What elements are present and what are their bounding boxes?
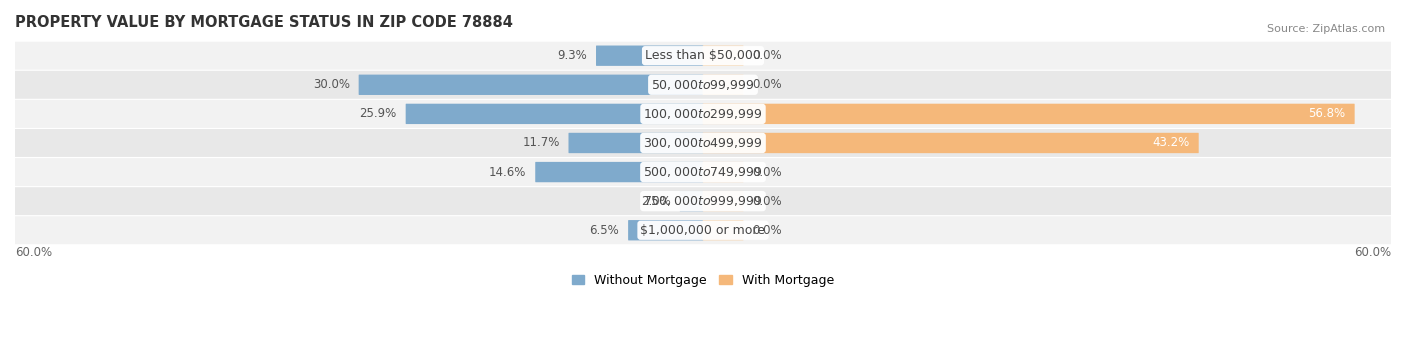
FancyBboxPatch shape: [14, 216, 1392, 244]
FancyBboxPatch shape: [14, 71, 1392, 99]
FancyBboxPatch shape: [14, 42, 1392, 70]
FancyBboxPatch shape: [703, 191, 744, 211]
Text: 9.3%: 9.3%: [557, 49, 588, 62]
Text: 25.9%: 25.9%: [360, 107, 396, 120]
Text: $100,000 to $299,999: $100,000 to $299,999: [644, 107, 762, 121]
Text: 0.0%: 0.0%: [752, 224, 782, 237]
FancyBboxPatch shape: [406, 104, 703, 124]
Text: Source: ZipAtlas.com: Source: ZipAtlas.com: [1267, 24, 1385, 34]
Legend: Without Mortgage, With Mortgage: Without Mortgage, With Mortgage: [567, 269, 839, 292]
FancyBboxPatch shape: [628, 220, 703, 240]
FancyBboxPatch shape: [536, 162, 703, 182]
Text: 0.0%: 0.0%: [752, 49, 782, 62]
Text: 11.7%: 11.7%: [522, 136, 560, 149]
FancyBboxPatch shape: [359, 75, 703, 95]
FancyBboxPatch shape: [596, 45, 703, 66]
Text: 43.2%: 43.2%: [1152, 136, 1189, 149]
FancyBboxPatch shape: [703, 220, 744, 240]
Text: 30.0%: 30.0%: [312, 78, 350, 91]
Text: 56.8%: 56.8%: [1308, 107, 1346, 120]
Text: PROPERTY VALUE BY MORTGAGE STATUS IN ZIP CODE 78884: PROPERTY VALUE BY MORTGAGE STATUS IN ZIP…: [15, 15, 513, 30]
FancyBboxPatch shape: [703, 104, 1354, 124]
Text: 0.0%: 0.0%: [752, 78, 782, 91]
FancyBboxPatch shape: [679, 191, 703, 211]
Text: 6.5%: 6.5%: [589, 224, 619, 237]
FancyBboxPatch shape: [14, 129, 1392, 157]
FancyBboxPatch shape: [703, 45, 744, 66]
Text: $1,000,000 or more: $1,000,000 or more: [641, 224, 765, 237]
Text: 14.6%: 14.6%: [489, 166, 526, 179]
Text: 60.0%: 60.0%: [1354, 246, 1391, 259]
Text: $50,000 to $99,999: $50,000 to $99,999: [651, 78, 755, 92]
Text: Less than $50,000: Less than $50,000: [645, 49, 761, 62]
FancyBboxPatch shape: [568, 133, 703, 153]
FancyBboxPatch shape: [703, 75, 744, 95]
FancyBboxPatch shape: [14, 158, 1392, 186]
Text: 60.0%: 60.0%: [15, 246, 52, 259]
FancyBboxPatch shape: [703, 133, 1199, 153]
FancyBboxPatch shape: [14, 100, 1392, 128]
Text: $300,000 to $499,999: $300,000 to $499,999: [644, 136, 762, 150]
Text: 0.0%: 0.0%: [752, 166, 782, 179]
Text: $750,000 to $999,999: $750,000 to $999,999: [644, 194, 762, 208]
FancyBboxPatch shape: [703, 162, 744, 182]
Text: $500,000 to $749,999: $500,000 to $749,999: [644, 165, 762, 179]
FancyBboxPatch shape: [14, 187, 1392, 215]
Text: 2.0%: 2.0%: [641, 195, 671, 208]
Text: 0.0%: 0.0%: [752, 195, 782, 208]
